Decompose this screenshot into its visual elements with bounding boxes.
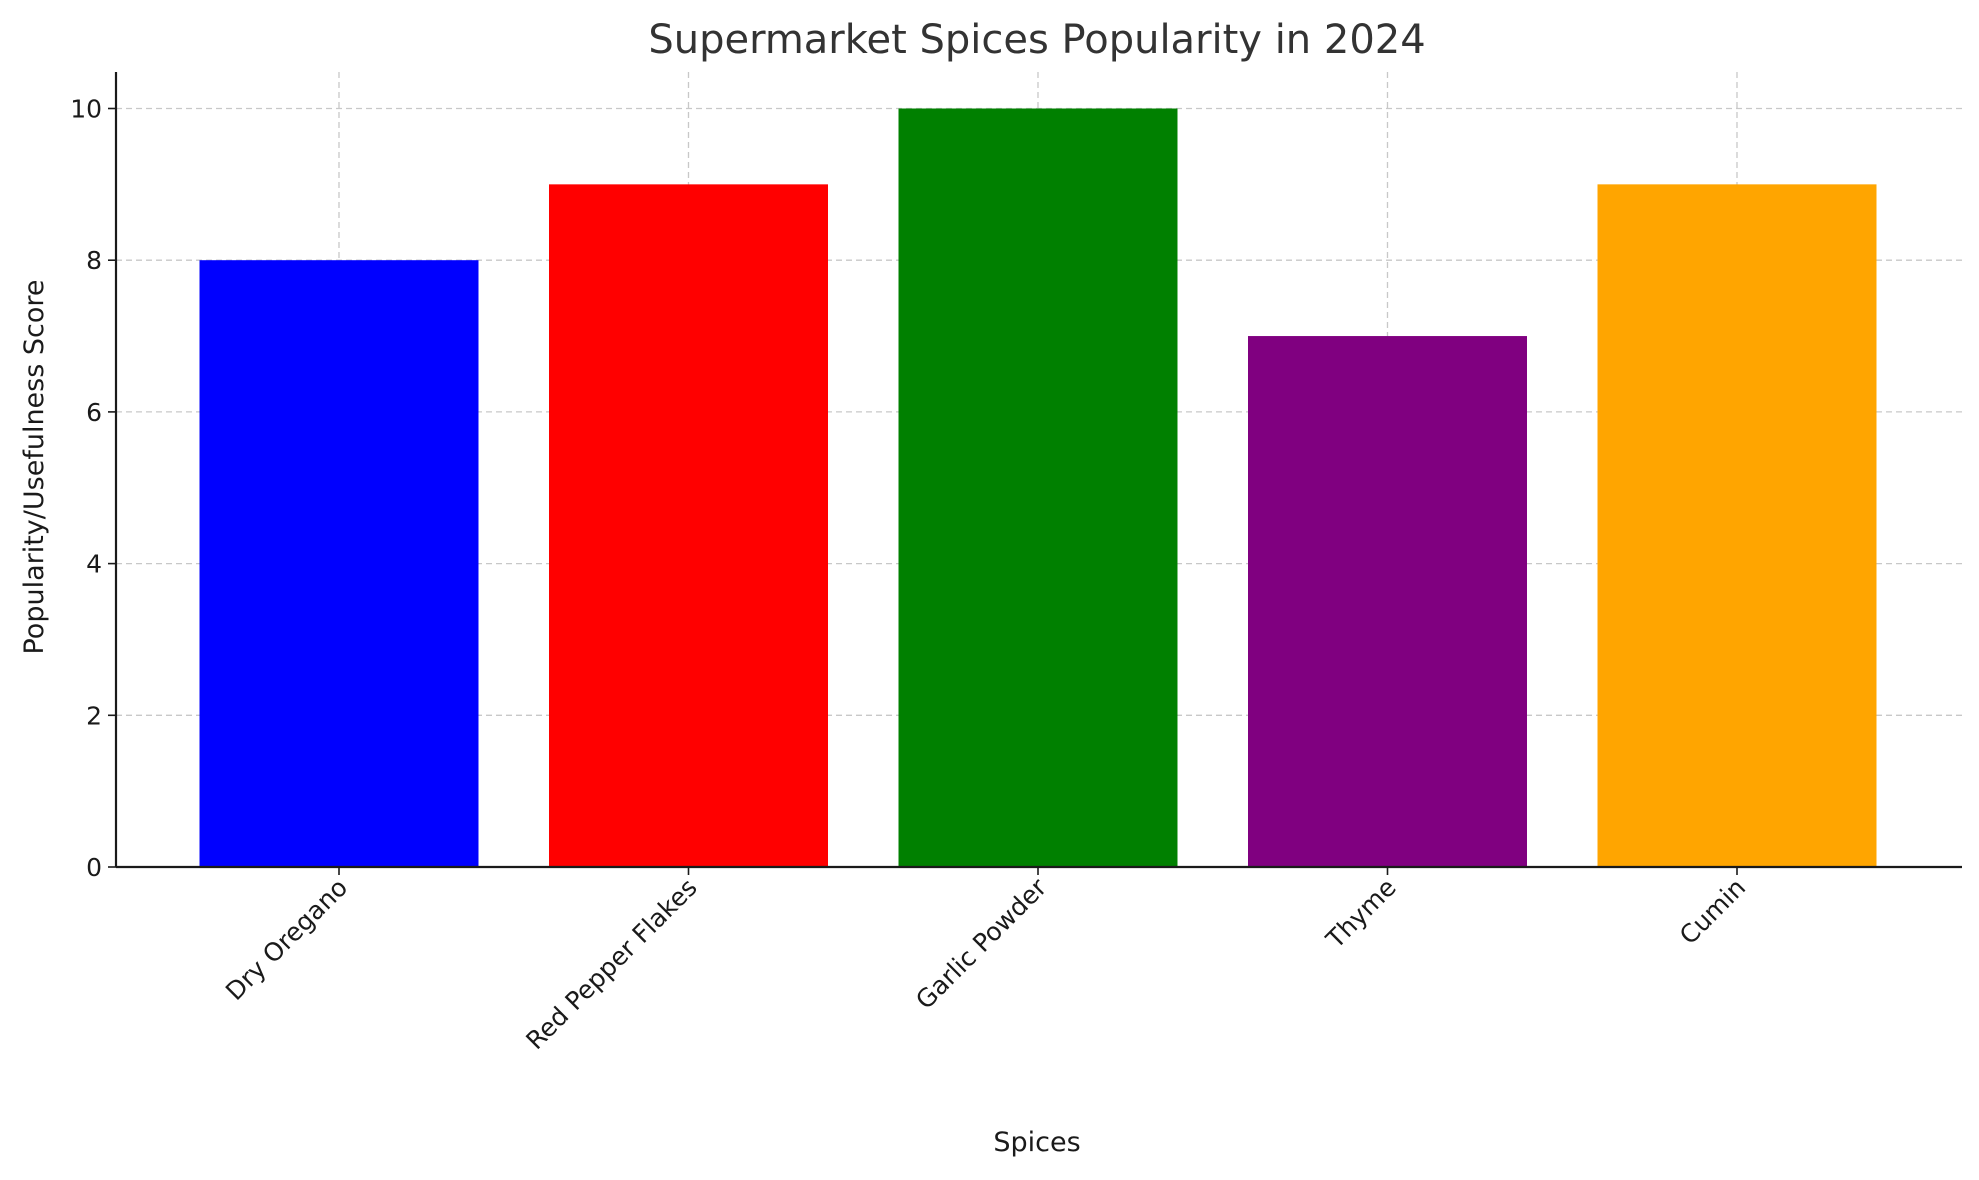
y-tick-label: 0 <box>86 853 102 882</box>
chart-title: Supermarket Spices Popularity in 2024 <box>648 17 1425 63</box>
x-tick-label: Garlic Powder <box>910 872 1053 1015</box>
bar-red-pepper-flakes <box>549 184 828 868</box>
bar-garlic-powder <box>898 108 1178 867</box>
y-tick-label: 10 <box>70 95 102 124</box>
y-ticks: 0 2 4 6 8 10 <box>70 95 102 883</box>
y-tick-label: 8 <box>86 246 102 275</box>
axes <box>108 72 1962 875</box>
bar-thyme <box>1248 336 1527 867</box>
bars <box>199 108 1877 868</box>
y-tick-label: 4 <box>86 550 102 579</box>
x-tick-label: Cumin <box>1674 873 1751 950</box>
x-axis-label: Spices <box>993 1127 1080 1158</box>
y-tick-label: 2 <box>86 701 102 730</box>
x-tick-label: Thyme <box>1320 873 1402 955</box>
bar-cumin <box>1597 184 1877 868</box>
x-tick-label: Dry Oregano <box>220 873 353 1006</box>
x-tick-label: Red Pepper Flakes <box>520 873 702 1055</box>
y-axis-label: Popularity/Usefulness Score <box>19 279 50 654</box>
y-tick-label: 6 <box>86 398 102 427</box>
x-ticks: Dry Oregano Red Pepper Flakes Garlic Powde… <box>220 872 1751 1055</box>
bar-dry-oregano <box>199 260 479 867</box>
